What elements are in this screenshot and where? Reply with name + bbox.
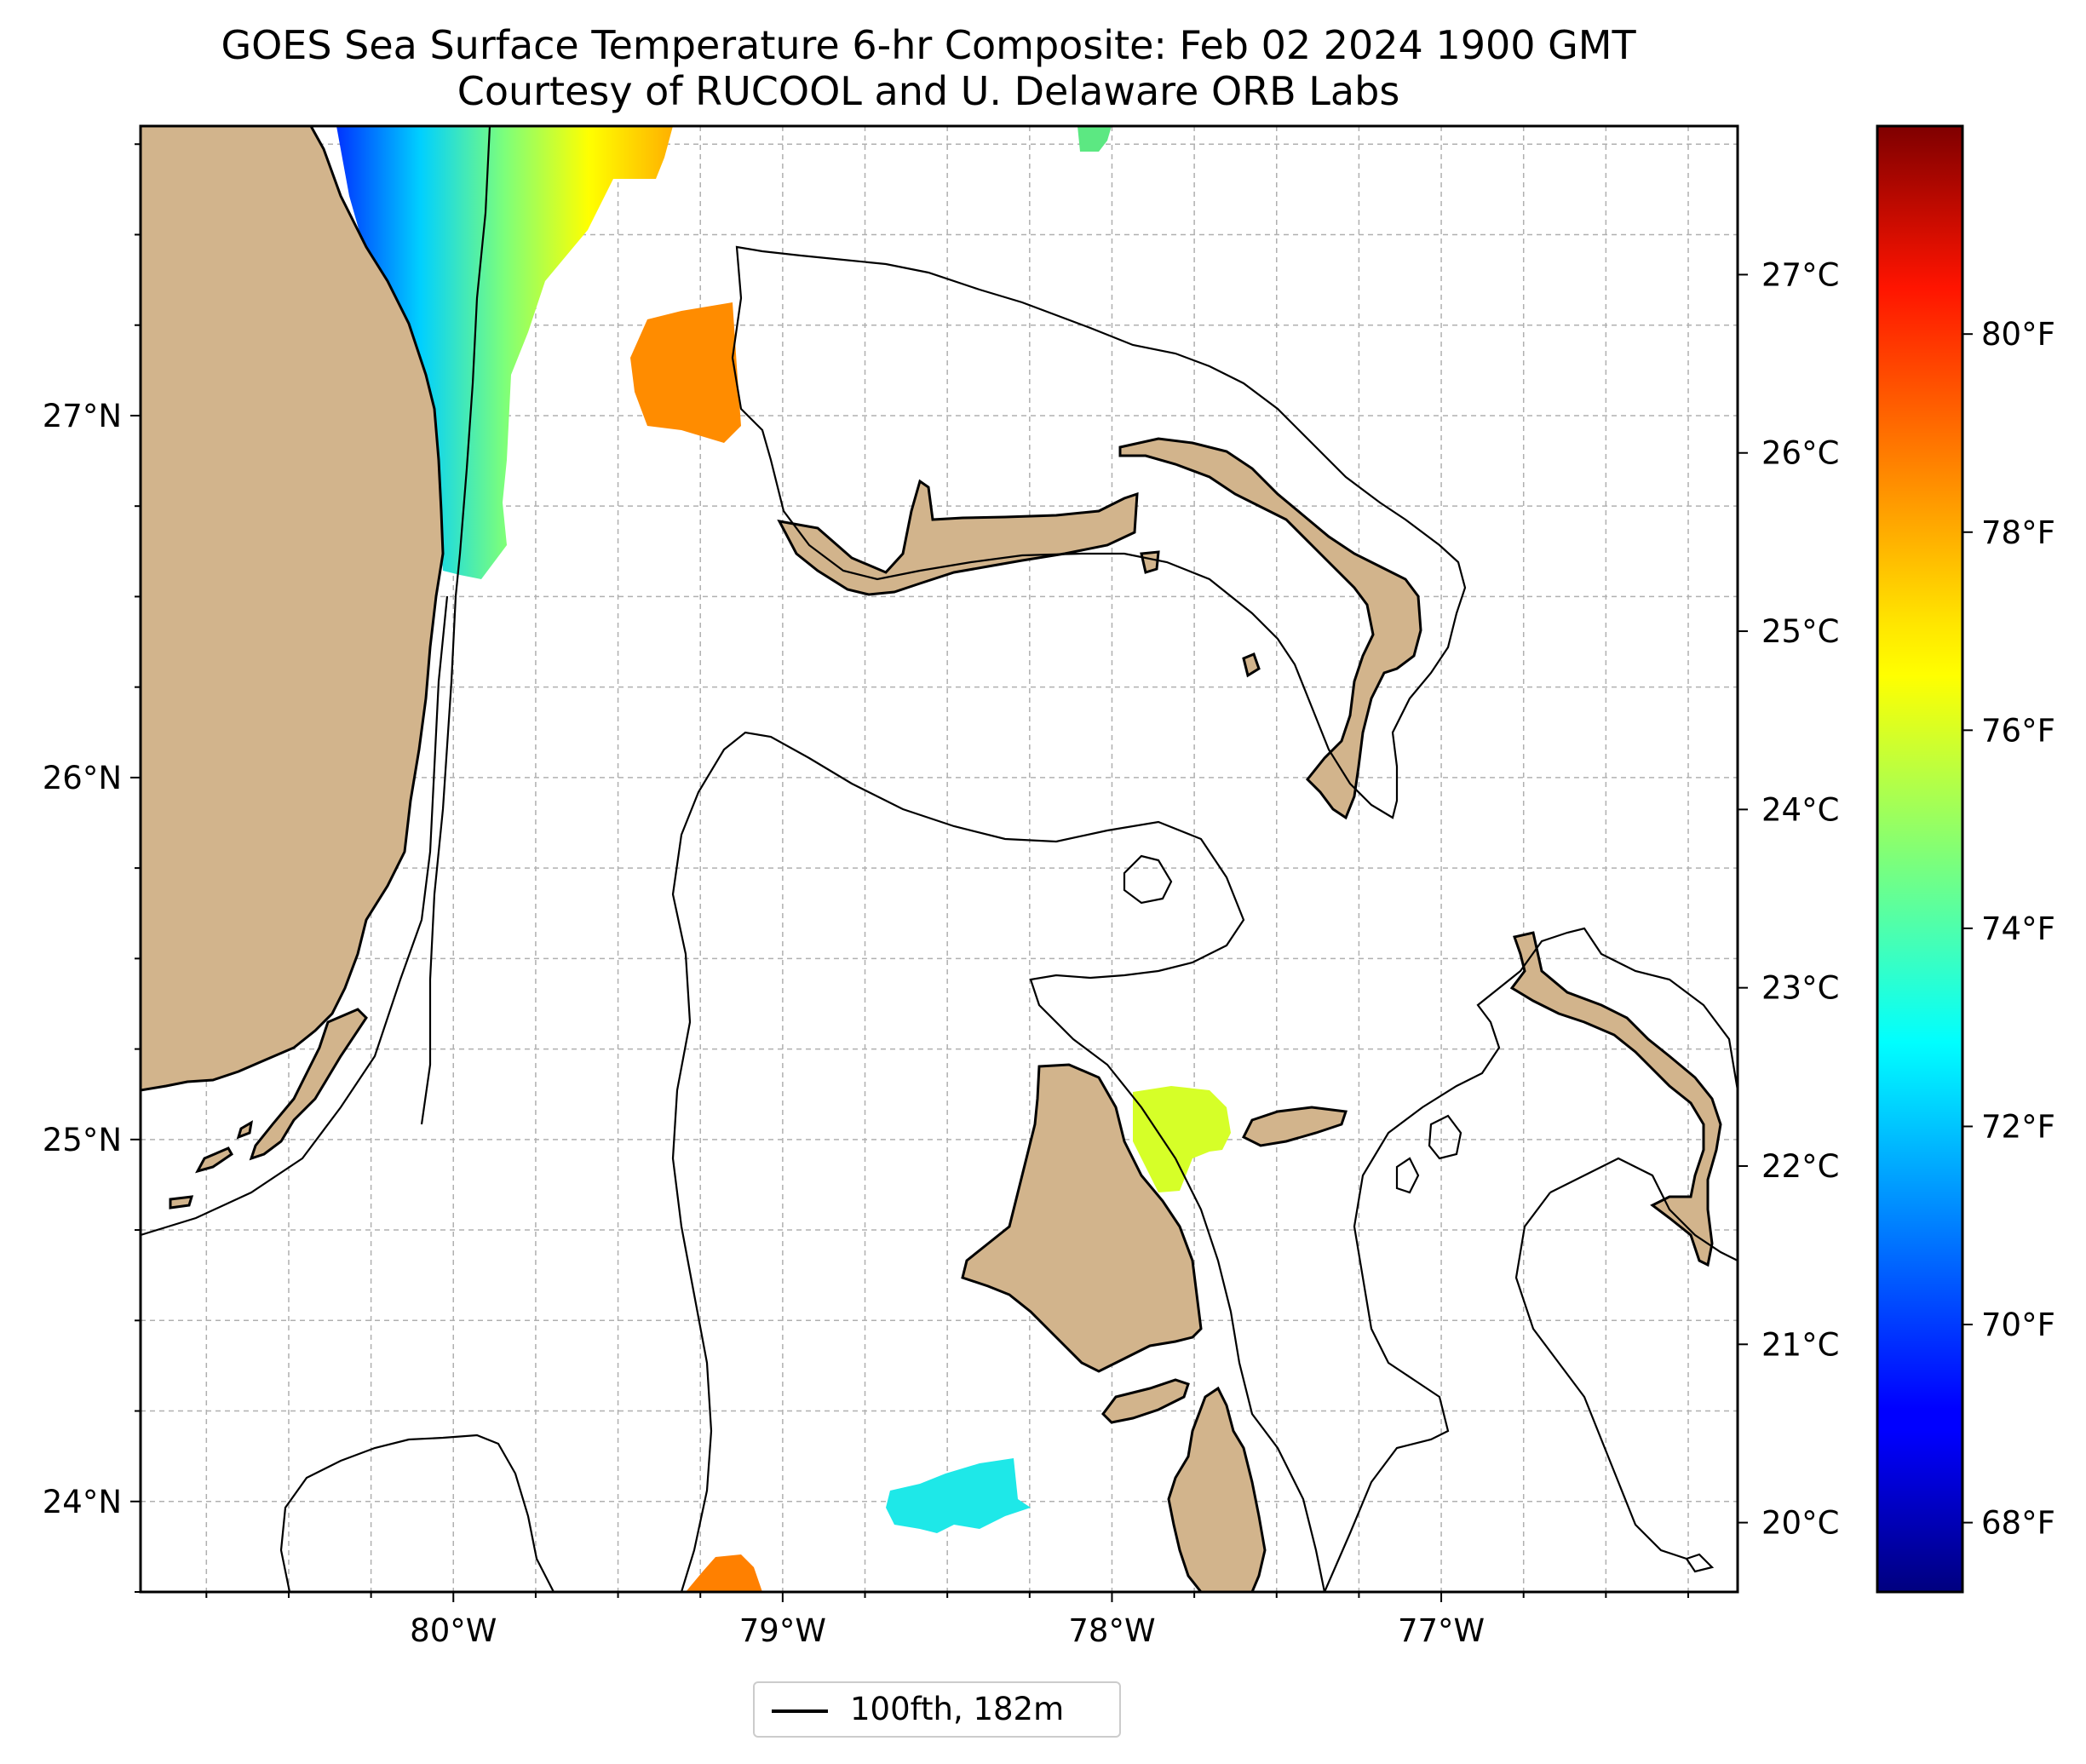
legend-line-swatch	[772, 1709, 828, 1713]
lat-tick-label: 26°N	[43, 760, 122, 796]
land-eleuthera	[1509, 931, 1722, 1267]
bathymetry-100fth-contours	[141, 126, 1738, 1592]
lon-tick-label: 77°W	[1398, 1612, 1485, 1649]
land-andros-south	[1167, 1386, 1267, 1592]
fahrenheit-tick-label: 76°F	[1981, 712, 2055, 749]
gridlines	[141, 126, 1738, 1592]
legend: 100fth, 182m	[753, 1681, 1121, 1738]
land-florida-keys	[169, 1008, 368, 1210]
lon-tick-label: 78°W	[1068, 1612, 1155, 1649]
celsius-tick-label: 21°C	[1761, 1326, 1839, 1363]
celsius-tick-label: 24°C	[1761, 791, 1839, 828]
sst-patch-little-bahama-west	[630, 302, 741, 443]
latitude-ticks: 24°N 25°N 26°N 27°N	[43, 143, 141, 1593]
colorbar-fahrenheit-ticks: 80°F 78°F 76°F 74°F 72°F 70°F 68°F	[1962, 316, 2055, 1542]
map-content	[141, 126, 1738, 1592]
sst-patch-andros-north	[1133, 1086, 1231, 1192]
fahrenheit-tick-label: 70°F	[1981, 1307, 2055, 1343]
sst-patch-south-andros	[886, 1458, 1031, 1533]
land-grand-bahama-islet	[1140, 550, 1160, 574]
sst-patch-florida-straits	[336, 126, 673, 579]
celsius-tick-label: 22°C	[1761, 1148, 1839, 1185]
fahrenheit-tick-label: 72°F	[1981, 1108, 2055, 1145]
fahrenheit-tick-label: 80°F	[1981, 316, 2055, 353]
map-title: GOES Sea Surface Temperature 6-hr Compos…	[221, 22, 1636, 68]
celsius-tick-label: 20°C	[1761, 1505, 1839, 1542]
fahrenheit-tick-label: 78°F	[1981, 514, 2055, 551]
land-new-providence	[1241, 1106, 1348, 1147]
sst-patch-cay-sal	[686, 1554, 762, 1592]
lat-tick-label: 25°N	[43, 1122, 122, 1158]
colorbar	[1876, 124, 1964, 1594]
longitude-ticks: 80°W 79°W 78°W 77°W	[205, 1592, 1690, 1649]
fahrenheit-tick-label: 74°F	[1981, 911, 2055, 947]
map-subtitle: Courtesy of RUCOOL and U. Delaware ORB L…	[457, 68, 1400, 114]
colorbar-celsius-ticks: 27°C 26°C 25°C 24°C 23°C 22°C 21°C 20°C	[1738, 256, 1839, 1542]
land-abaco	[1118, 437, 1422, 820]
celsius-tick-label: 27°C	[1761, 256, 1839, 293]
land-andros-mid	[1101, 1378, 1190, 1424]
land-grand-bahama	[777, 479, 1139, 596]
lon-tick-label: 79°W	[739, 1612, 826, 1649]
sst-patch-top-green	[1077, 126, 1112, 152]
celsius-tick-label: 25°C	[1761, 613, 1839, 650]
celsius-tick-label: 26°C	[1761, 435, 1839, 472]
fahrenheit-tick-label: 68°F	[1981, 1505, 2055, 1542]
land-abaco-islet	[1242, 652, 1261, 678]
lon-tick-label: 80°W	[410, 1612, 497, 1649]
land-florida	[141, 126, 445, 1092]
map-frame	[139, 124, 1739, 1594]
lat-tick-label: 27°N	[43, 398, 122, 434]
celsius-tick-label: 23°C	[1761, 970, 1839, 1007]
lat-tick-label: 24°N	[43, 1484, 122, 1520]
land-andros	[961, 1063, 1203, 1373]
legend-label: 100fth, 182m	[850, 1691, 1065, 1727]
